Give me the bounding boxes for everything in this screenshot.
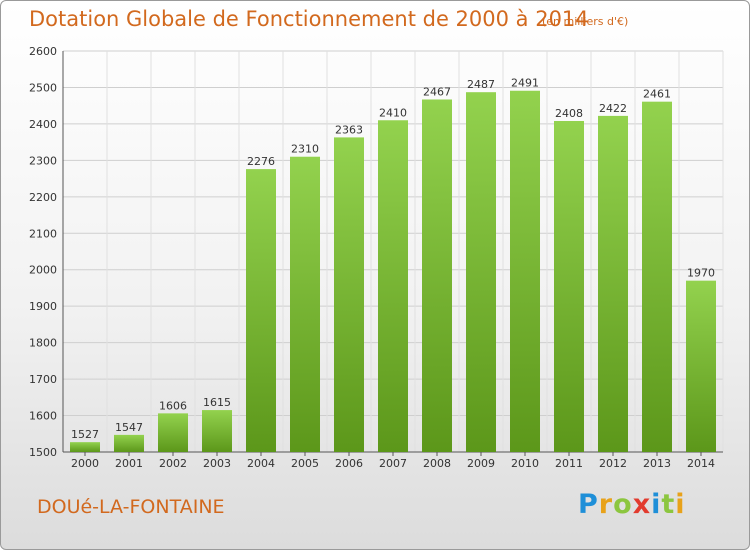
y-tick-label: 2500: [29, 81, 57, 94]
x-tick-label: 2010: [511, 457, 539, 470]
data-label: 2487: [467, 78, 495, 91]
data-label: 2276: [247, 155, 275, 168]
bar-2002: [158, 413, 188, 452]
bar-2012: [598, 115, 628, 452]
y-tick-label: 1600: [29, 410, 57, 423]
bar-2011: [554, 120, 584, 452]
data-label: 2310: [291, 143, 319, 156]
x-tick-label: 2002: [159, 457, 187, 470]
bar-2000: [70, 442, 100, 452]
unit-note: (en milliers d'€): [542, 15, 629, 28]
bar-2004: [246, 169, 276, 452]
data-label: 2467: [423, 85, 451, 98]
data-label: 1615: [203, 396, 231, 409]
x-tick-label: 2008: [423, 457, 451, 470]
y-tick-label: 2600: [29, 45, 57, 58]
bar-2010: [510, 90, 540, 453]
x-tick-label: 2013: [643, 457, 671, 470]
y-tick-label: 2400: [29, 118, 57, 131]
data-label: 2363: [335, 123, 363, 136]
x-tick-label: 2012: [599, 457, 627, 470]
data-label: 2491: [511, 77, 539, 90]
data-label: 1547: [115, 421, 143, 434]
x-tick-label: 2007: [379, 457, 407, 470]
x-tick-label: 2004: [247, 457, 275, 470]
data-labels: 1527 1547 1606 1615 2276 2310 2363 2410 2467 2487…: [71, 77, 715, 441]
data-label: 2461: [643, 88, 671, 101]
bar-2006: [334, 137, 364, 452]
y-tick-label: 2300: [29, 154, 57, 167]
x-tick-label: 2003: [203, 457, 231, 470]
x-tick-label: 2014: [687, 457, 715, 470]
data-label: 2422: [599, 102, 627, 115]
bars: [70, 90, 716, 453]
bar-2005: [290, 156, 320, 452]
y-tick-label: 2100: [29, 227, 57, 240]
data-label: 1527: [71, 428, 99, 441]
x-tick-label: 2001: [115, 457, 143, 470]
bar-2008: [422, 99, 452, 452]
bar-2014: [686, 280, 716, 452]
commune-name: DOUé-LA-FONTAINE: [37, 496, 225, 518]
chart-title: Dotation Globale de Fonctionnement de 20…: [29, 7, 589, 31]
data-label: 1606: [159, 399, 187, 412]
x-tick-label: 2006: [335, 457, 363, 470]
data-label: 2410: [379, 106, 407, 119]
x-tick-label: 2005: [291, 457, 319, 470]
y-tick-label: 1900: [29, 300, 57, 313]
bar-2001: [114, 434, 144, 452]
y-tick-label: 1500: [29, 446, 57, 459]
x-tick-label: 2009: [467, 457, 495, 470]
proxiti-logo: Proxiti: [578, 489, 686, 520]
y-tick-label: 1800: [29, 337, 57, 350]
bar-2003: [202, 410, 232, 452]
bar-2009: [466, 92, 496, 452]
y-tick-label: 1700: [29, 373, 57, 386]
x-tick-label: 2000: [71, 457, 99, 470]
y-tick-label: 2200: [29, 191, 57, 204]
data-label: 2408: [555, 107, 583, 120]
data-label: 1970: [687, 267, 715, 280]
bar-2007: [378, 120, 408, 452]
axes: 1500 1600 1700 1800 1900 2000 2100 2200 2300 2400…: [29, 45, 723, 470]
bar-2013: [642, 101, 672, 453]
x-tick-label: 2011: [555, 457, 583, 470]
y-tick-label: 2000: [29, 264, 57, 277]
